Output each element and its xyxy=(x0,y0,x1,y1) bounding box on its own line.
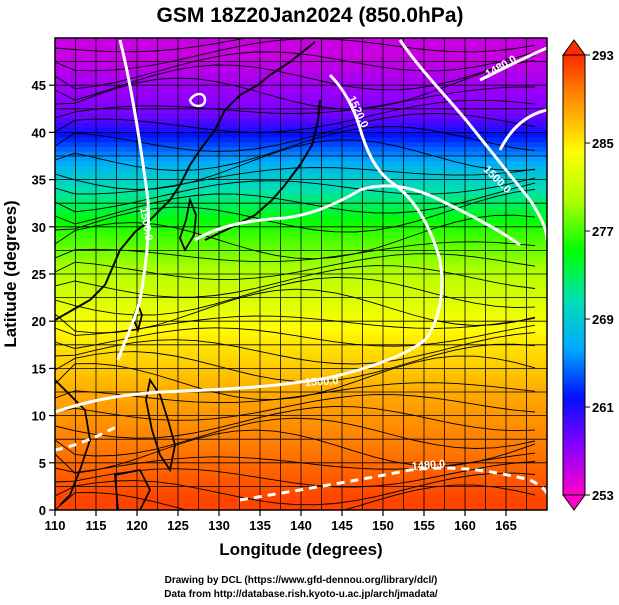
credit-data: Data from http://database.rish.kyoto-u.a… xyxy=(164,589,438,600)
x-tick-label: 115 xyxy=(86,518,107,533)
streamline xyxy=(55,38,250,53)
streamline xyxy=(55,54,536,101)
y-tick-label: 30 xyxy=(32,220,46,235)
streamline xyxy=(55,417,536,457)
coastline-asia xyxy=(55,41,316,321)
contour-line xyxy=(398,39,547,241)
streamline xyxy=(55,59,536,110)
x-tick-label: 135 xyxy=(249,518,271,533)
streamline xyxy=(55,241,536,263)
x-tick-label: 125 xyxy=(167,518,189,533)
y-tick-label: 35 xyxy=(32,173,46,188)
streamline xyxy=(55,324,536,349)
streamline xyxy=(55,394,536,421)
colorbar-tick-label: 261 xyxy=(592,400,614,415)
x-tick-label: 160 xyxy=(454,518,476,533)
streamline xyxy=(55,288,536,334)
streamline xyxy=(55,51,536,90)
streamline xyxy=(55,452,536,473)
colorbar-ticks: 253 261 269 277 285 293 xyxy=(585,48,614,503)
x-tick-label: 150 xyxy=(372,518,394,533)
y-tick-label: 10 xyxy=(32,409,46,424)
contour-line xyxy=(55,423,121,452)
contour-label: 1500.0 xyxy=(137,206,155,241)
grid xyxy=(55,38,547,510)
coastline-philippines xyxy=(145,377,176,473)
contour-line xyxy=(194,184,521,247)
colorbar-tick-label: 285 xyxy=(592,136,614,151)
coastline-korea xyxy=(179,196,197,252)
streamline xyxy=(55,405,536,439)
credit-dcl: Drawing by DCL (https://www.gfd-dennou.o… xyxy=(165,575,438,586)
colorbar-tick-label: 269 xyxy=(592,312,614,327)
colorbar-body xyxy=(562,54,586,496)
y-tick-label: 0 xyxy=(39,503,46,518)
colorbar-tick-label: 253 xyxy=(592,488,614,503)
x-tick-label: 155 xyxy=(413,518,435,533)
streamline xyxy=(55,382,536,403)
x-tick-label: 145 xyxy=(331,518,353,533)
streamline xyxy=(55,182,536,225)
streamline xyxy=(55,315,536,336)
streamline xyxy=(55,112,536,152)
streamline xyxy=(55,265,536,298)
contour-line xyxy=(116,39,150,361)
y-axis-ticks: 0 5 10 15 20 25 30 35 40 45 xyxy=(32,78,55,518)
streamline xyxy=(55,177,536,213)
height-contours xyxy=(55,39,547,502)
colorbar-tick-label: 277 xyxy=(592,224,614,239)
wind-streamlines xyxy=(55,38,536,510)
streamline xyxy=(55,472,536,506)
y-tick-label: 45 xyxy=(32,78,46,93)
contour-line xyxy=(479,46,547,82)
y-tick-label: 40 xyxy=(32,125,46,140)
x-tick-label: 110 xyxy=(45,518,66,533)
coastlines xyxy=(55,41,321,510)
y-tick-label: 20 xyxy=(32,314,46,329)
y-axis-label: Latitude (degrees) xyxy=(1,200,20,347)
y-tick-label: 25 xyxy=(32,267,46,282)
colorbar: 253 261 269 277 285 293 xyxy=(562,39,614,511)
contour-line xyxy=(239,466,547,502)
streamline xyxy=(55,126,536,171)
plot-area: 1520.0 1500.0 1500.0 1480.0 1500.0 1480.… xyxy=(55,38,547,510)
contour-line xyxy=(188,92,207,108)
contour-label: 1500.0 xyxy=(305,375,339,389)
streamline xyxy=(55,214,536,260)
streamline xyxy=(55,139,536,190)
coastline-indochina xyxy=(55,379,91,506)
x-tick-label: 130 xyxy=(208,518,230,533)
contour-line xyxy=(55,73,444,414)
x-axis-ticks: 110 115 120 125 130 135 140 145 150 155 160 165 xyxy=(45,510,517,533)
streamline xyxy=(55,167,536,195)
chart-title: GSM 18Z20Jan2024 (850.0hPa) xyxy=(156,4,463,27)
coastline-borneo xyxy=(114,468,152,510)
streamline xyxy=(55,429,536,474)
x-tick-label: 140 xyxy=(290,518,312,533)
x-tick-label: 165 xyxy=(495,518,517,533)
streamline xyxy=(55,253,536,280)
x-axis-label: Longitude (degrees) xyxy=(219,540,382,559)
streamline xyxy=(55,332,536,365)
contour-line xyxy=(498,108,547,151)
colorbar-bottom-arrow xyxy=(562,494,586,511)
contour-label: 1480.0 xyxy=(411,458,446,473)
y-tick-label: 5 xyxy=(39,456,46,471)
streamline xyxy=(55,484,536,510)
colorbar-top-arrow xyxy=(562,39,586,56)
streamline xyxy=(55,38,536,72)
colorbar-tick-label: 293 xyxy=(592,48,614,63)
streamline xyxy=(55,355,536,401)
y-tick-label: 15 xyxy=(32,361,46,376)
x-tick-label: 120 xyxy=(126,518,148,533)
